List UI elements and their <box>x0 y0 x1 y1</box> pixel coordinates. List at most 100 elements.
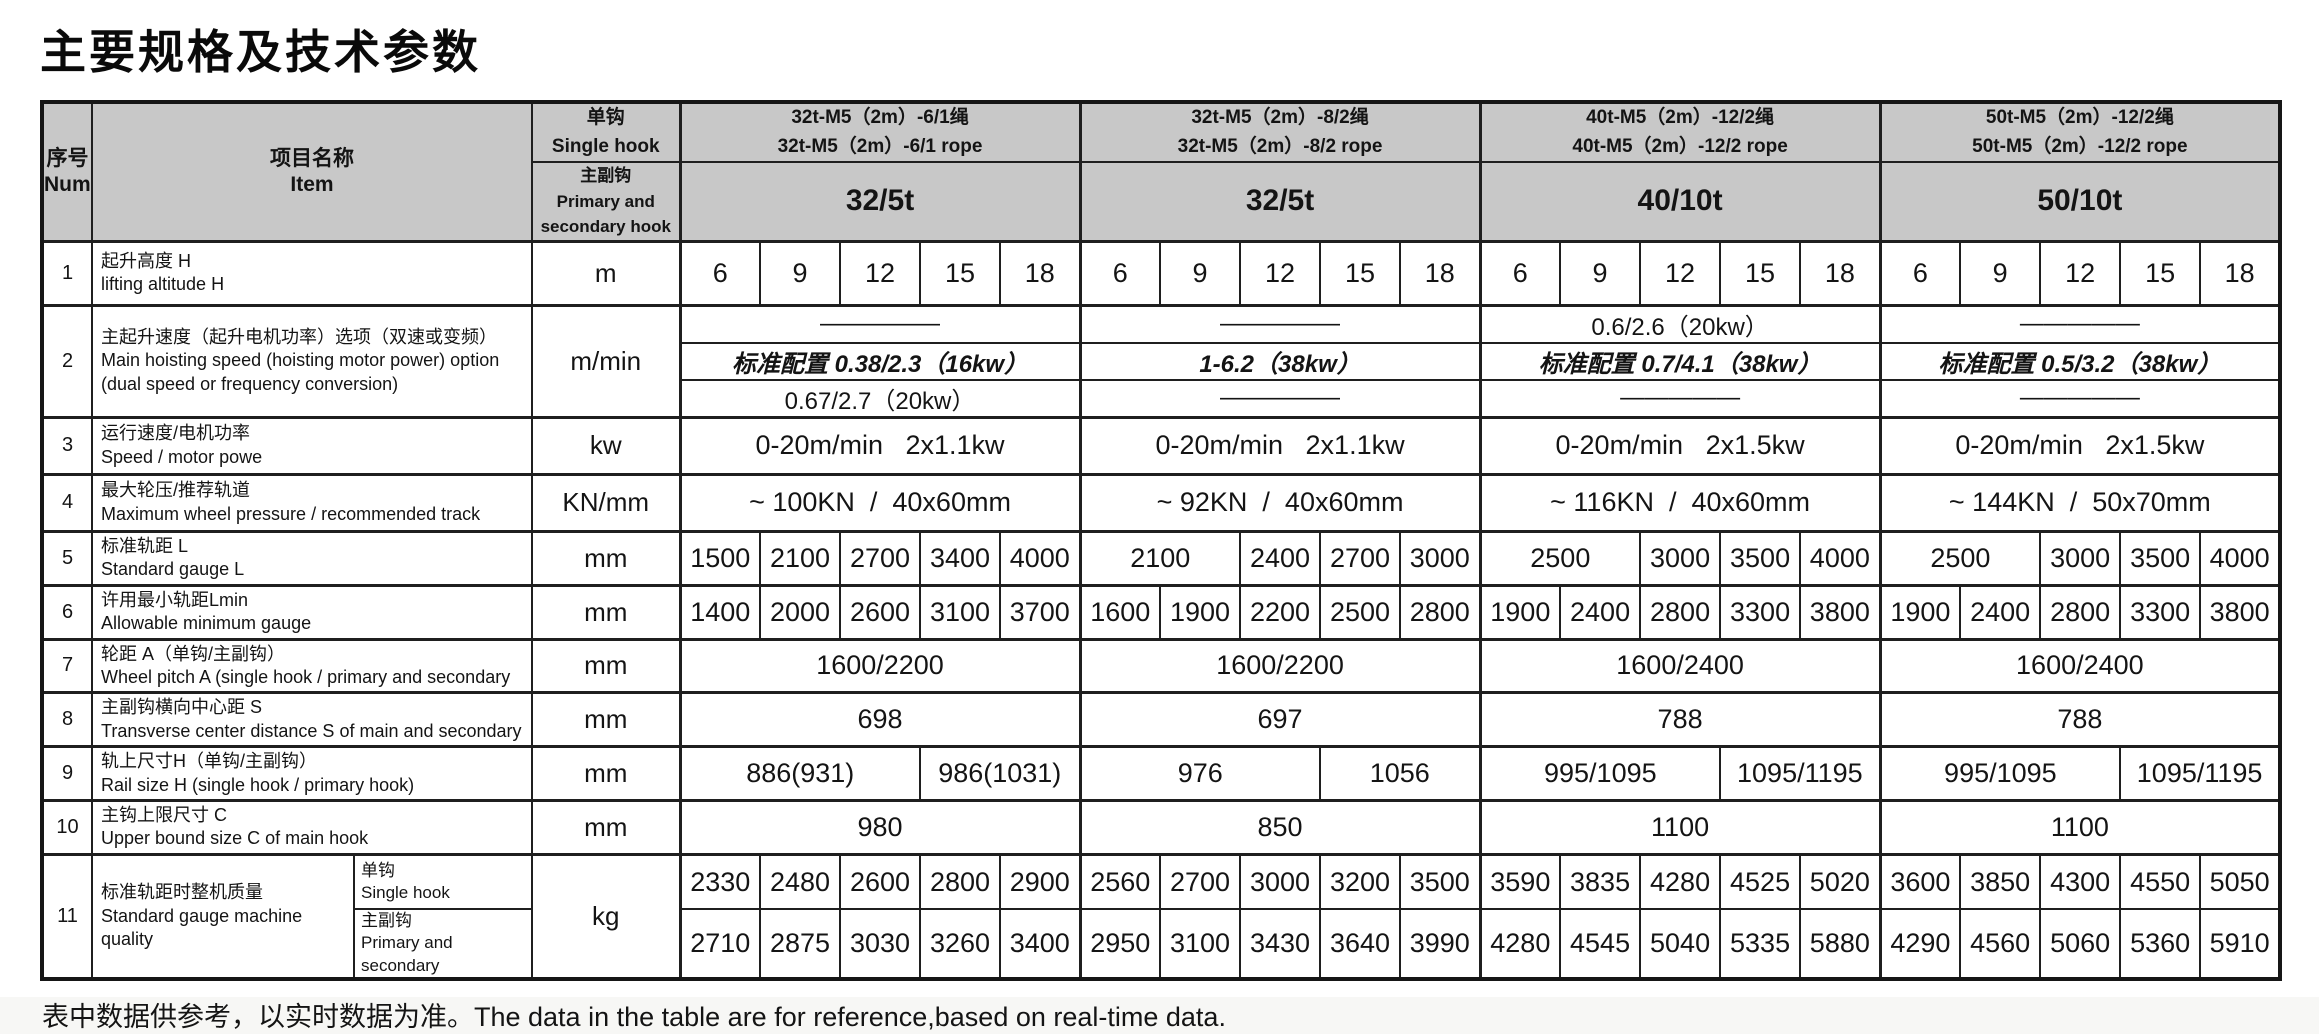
header-capacity-1: 32/5t <box>678 161 1082 242</box>
value-cell: 18 <box>1399 239 1482 306</box>
value-cell: ~ 92KN / 40x60mm <box>1078 472 1482 532</box>
value-cell: 4000 <box>998 529 1082 586</box>
value-cell: 3500 <box>1399 852 1482 911</box>
item-label: 标准轨距 L Standard gauge L <box>91 529 533 586</box>
value-cell: 3300 <box>2119 583 2202 640</box>
value-cell: 1600/2400 <box>1878 637 2282 694</box>
value-cell: 2700 <box>839 529 921 586</box>
header-num-cell: 序号 Num. <box>41 101 93 242</box>
value-cell: 2500 <box>1319 583 1402 640</box>
value-cell: 4280 <box>1639 852 1722 911</box>
page-title: 主要规格及技术参数 <box>40 26 481 78</box>
footnote: 表中数据供参考，以实时数据为准。The data in the table ar… <box>42 1001 1226 1032</box>
value-cell: 4525 <box>1719 852 1802 911</box>
value-cell: ~ 144KN / 50x70mm <box>1878 472 2282 532</box>
item-label: 最大轮压/推荐轨道 Maximum wheel pressure / recom… <box>91 472 533 532</box>
value-cell: 4560 <box>1959 908 2042 980</box>
spec-table: 序号 Num. 项目名称 Item 单钩 Single hook 32t-M5（… <box>40 100 2283 981</box>
value-cell: 15 <box>919 239 1001 306</box>
value-cell: 1600/2200 <box>678 637 1082 694</box>
dash-cell: ————— <box>1878 378 2282 418</box>
row-minimum-gauge: 6 许用最小轨距Lmin Allowable minimum gauge mm … <box>41 583 2282 640</box>
header-product-1-name: 32t-M5（2m）-6/1绳 32t-M5（2m）-6/1 rope <box>678 101 1082 163</box>
value-cell: 1600/2200 <box>1078 637 1482 694</box>
value-cell: 2710 <box>678 908 761 980</box>
value-cell: 3600 <box>1878 852 1962 911</box>
value-cell: 886(931) <box>678 745 921 802</box>
config-value-cell: 标准配置 0.38/2.3（16kw） <box>678 341 1082 381</box>
value-cell: 9 <box>1959 239 2042 306</box>
dash-cell: ————— <box>1078 303 1482 344</box>
value-cell: 2400 <box>1959 583 2042 640</box>
value-cell: 2700 <box>1159 852 1242 911</box>
value-cell: 3400 <box>919 529 1001 586</box>
row-number: 6 <box>41 583 93 640</box>
value-cell: 2500 <box>1878 529 2042 586</box>
value-cell: 1600/2400 <box>1478 637 1882 694</box>
value-cell: 3835 <box>1559 852 1642 911</box>
value-cell: 12 <box>1639 239 1722 306</box>
value-cell: 0.6/2.6（20kw） <box>1478 303 1882 344</box>
row-machine-weight-single: 11 标准轨距时整机质量 Standard gauge machine qual… <box>41 852 2282 980</box>
row-number: 2 <box>41 303 93 418</box>
header-single-hook-cell: 单钩 Single hook <box>531 101 681 163</box>
value-cell: 2800 <box>1399 583 1482 640</box>
value-cell: 4280 <box>1478 908 1562 980</box>
value-cell: 2600 <box>839 583 921 640</box>
value-cell: 2950 <box>1078 908 1162 980</box>
value-cell: 2100 <box>1078 529 1242 586</box>
row-hoisting-speed-sub3: 0.67/2.7（20kw） ————— ————— ————— <box>42 378 2282 418</box>
hook-type-primary-secondary-label: 主副钩 Primary and secondary <box>353 908 533 980</box>
row-hoisting-speed-sub2: 标准配置 0.38/2.3（16kw） 1-6.2（38kw） 标准配置 0.7… <box>42 341 2282 381</box>
value-cell: 3590 <box>1478 852 1562 911</box>
value-cell: 2400 <box>1239 529 1322 586</box>
value-cell: 9 <box>1559 239 1642 306</box>
value-cell: 3500 <box>1719 529 1802 586</box>
value-cell: 986(1031) <box>918 745 1082 802</box>
value-cell: 3030 <box>839 908 921 980</box>
value-cell: 3800 <box>1799 583 1882 640</box>
value-cell: 3000 <box>2039 529 2122 586</box>
value-cell: 0-20m/min 2x1.5kw <box>1478 415 1882 475</box>
value-cell: 5020 <box>1799 852 1882 911</box>
unit-cell: m/min <box>531 303 681 418</box>
value-cell: 2000 <box>759 583 841 640</box>
row-number: 4 <box>41 472 93 532</box>
dash-cell: ————— <box>678 303 1082 344</box>
row-number: 1 <box>41 239 93 306</box>
hook-type-single-label: 单钩 Single hook <box>353 852 533 911</box>
value-cell: 5060 <box>2039 908 2122 980</box>
value-cell: 3430 <box>1239 908 1322 980</box>
row-rail-size: 9 轨上尺寸H（单钩/主副钩） Rail size H (single hook… <box>41 745 2282 802</box>
item-label: 轮距 A（单钩/主副钩） Wheel pitch A (single hook … <box>91 637 533 694</box>
item-label: 主钩上限尺寸 C Upper bound size C of main hook <box>91 799 533 856</box>
value-cell: 1100 <box>1878 799 2282 856</box>
unit-cell: mm <box>531 745 681 802</box>
value-cell: 3700 <box>998 583 1082 640</box>
value-cell: 6 <box>1878 239 1962 306</box>
value-cell: 995/1095 <box>1478 745 1722 802</box>
row-center-distance: 8 主副钩横向中心距 S Transverse center distance … <box>41 691 2282 748</box>
value-cell: 9 <box>1159 239 1242 306</box>
value-cell: 2400 <box>1559 583 1642 640</box>
value-cell: 5040 <box>1639 908 1722 980</box>
value-cell: 0-20m/min 2x1.1kw <box>678 415 1082 475</box>
header-product-4-name: 50t-M5（2m）-12/2绳 50t-M5（2m）-12/2 rope <box>1878 101 2282 163</box>
header-primary-secondary-hook-cell: 主副钩 Primary and secondary hook <box>531 161 681 242</box>
value-cell: 788 <box>1878 691 2282 748</box>
dash-cell: ————— <box>1478 378 1882 418</box>
value-cell: 2900 <box>998 852 1082 911</box>
unit-cell: m <box>531 239 681 306</box>
value-cell: 3400 <box>998 908 1082 980</box>
dash-cell: ————— <box>1078 378 1482 418</box>
unit-cell: mm <box>531 637 681 694</box>
value-cell: 976 <box>1078 745 1322 802</box>
value-cell: 6 <box>1478 239 1562 306</box>
value-cell: 4545 <box>1559 908 1642 980</box>
value-cell: 3200 <box>1319 852 1402 911</box>
header-row-products: 序号 Num. 项目名称 Item 单钩 Single hook 32t-M5（… <box>41 101 2282 242</box>
row-travel-speed: 3 运行速度/电机功率 Speed / motor powe kw 0-20m/… <box>41 415 2282 475</box>
value-cell: 3000 <box>1639 529 1722 586</box>
row-number: 8 <box>41 691 93 748</box>
value-cell: 1600 <box>1078 583 1162 640</box>
